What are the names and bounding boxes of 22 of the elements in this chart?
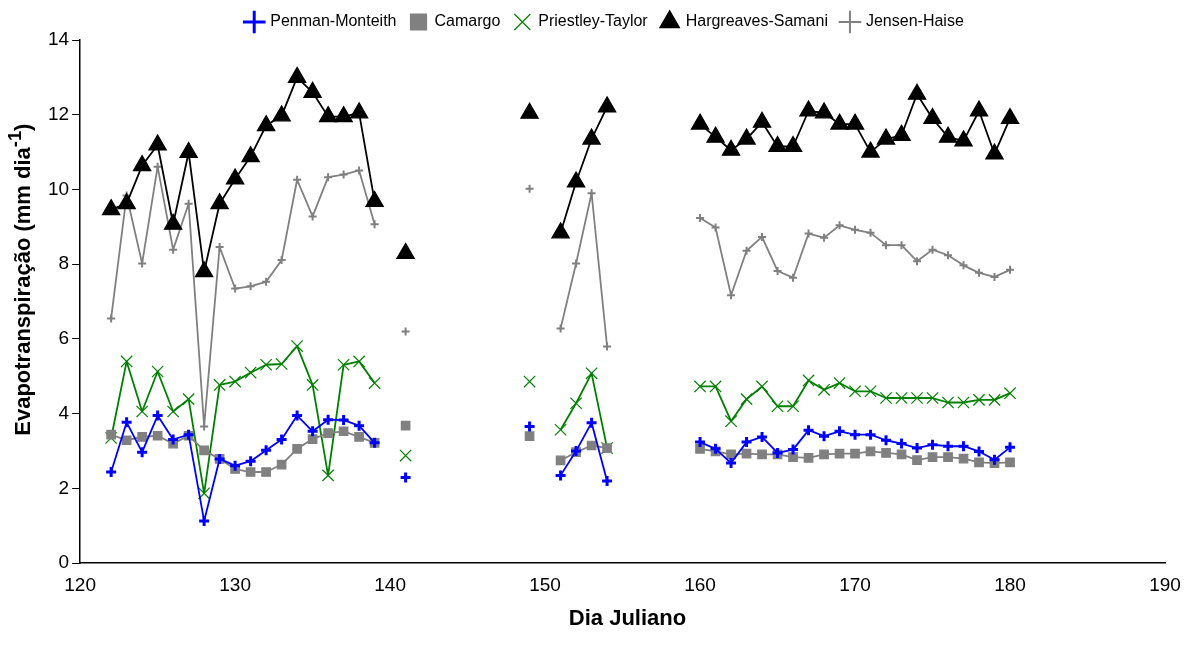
legend-label: Jensen-Haise [865,12,964,30]
y-tick-label: 8 [58,252,70,274]
x-tick-label: 180 [994,573,1026,595]
y-tick-label: 10 [47,177,70,199]
x-axis-title: Dia Juliano [567,605,688,631]
legend-label: Penman-Monteith [270,12,397,30]
y-tick-label: 4 [58,401,70,423]
x-tick-label: 150 [529,573,561,595]
y-tick-label: 0 [58,551,70,573]
x-tick-label: 140 [374,573,406,595]
x-tick-label: 160 [684,573,716,595]
y-tick-label: 2 [58,476,70,498]
y-tick-label: 6 [58,327,70,349]
y-tick-label: 12 [47,102,70,124]
x-tick-label: 120 [64,573,96,595]
legend-label: Priestley-Taylor [538,12,649,30]
legend-label: Camargo [434,12,501,30]
x-tick-label: 170 [839,573,871,595]
x-tick-label: 190 [1149,573,1181,595]
legend-label: Hargreaves-Samani [685,12,828,30]
y-tick-label: 14 [47,28,70,50]
x-tick-label: 130 [219,573,251,595]
